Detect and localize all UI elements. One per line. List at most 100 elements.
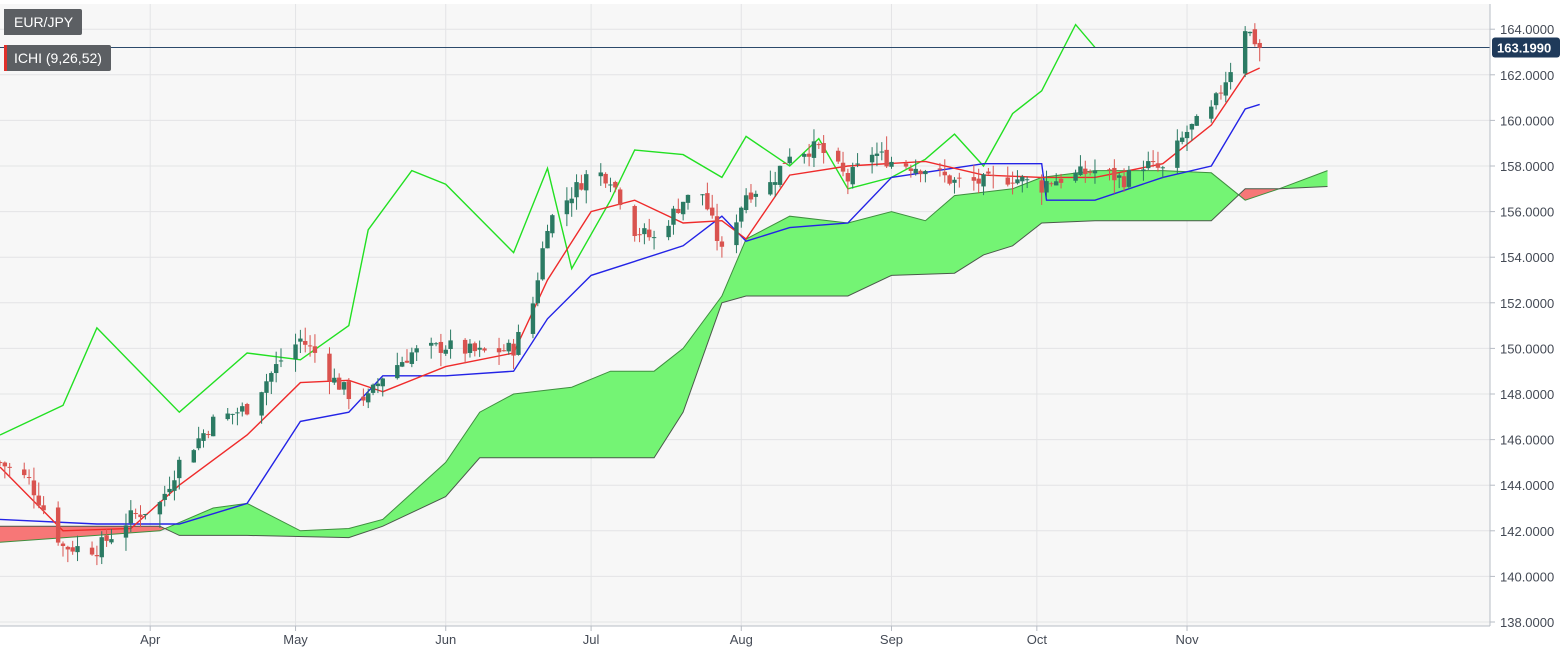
y-tick-label: 154.0000 — [1500, 250, 1554, 265]
candle-bearish — [908, 168, 914, 171]
candle-bullish — [123, 525, 129, 538]
last-price-tag-box — [1492, 37, 1560, 58]
candle-bearish — [22, 469, 27, 476]
candle-bearish — [336, 377, 342, 390]
y-axis: 138.0000 140.0000 142.0000 144.0000 146.0000… — [0, 4, 1554, 630]
candle-bullish — [608, 184, 613, 186]
candle-bearish — [1083, 168, 1088, 175]
candle-bearish — [748, 192, 754, 200]
candle-bearish — [7, 466, 12, 468]
candle-bullish — [429, 342, 434, 346]
candle-bullish — [564, 200, 570, 215]
candle-bearish — [806, 153, 812, 157]
candle-bearish — [361, 396, 366, 401]
candle-bullish — [506, 342, 511, 352]
candle-bearish — [511, 343, 516, 356]
candle-bearish — [1039, 180, 1044, 193]
candle-bearish — [133, 513, 138, 515]
candle-bearish — [2, 462, 8, 467]
x-tick-label: Jun — [435, 632, 456, 647]
x-tick-label: Apr — [140, 632, 161, 647]
candle-bearish — [1257, 42, 1262, 48]
y-tick-label: 142.0000 — [1500, 524, 1554, 539]
candle-bullish — [1209, 106, 1214, 119]
candle-bullish — [952, 179, 957, 183]
ichimoku-cloud — [0, 170, 1328, 543]
tenkan-sen-line — [0, 67, 1260, 532]
candle-bearish — [244, 403, 250, 415]
candle-bullish — [1175, 140, 1180, 168]
legend-pair[interactable]: EUR/JPY — [4, 9, 83, 35]
y-tick-label: 164.0000 — [1500, 22, 1554, 37]
candle-bearish — [1112, 167, 1117, 181]
candle-bullish — [584, 174, 589, 191]
candle-bullish — [1228, 72, 1233, 83]
candle-bullish — [293, 344, 298, 360]
candle-bullish — [332, 377, 337, 383]
candle-bearish — [482, 348, 487, 351]
candle-bullish — [109, 539, 114, 543]
candle-bearish — [719, 241, 725, 247]
candle-bearish — [462, 339, 468, 354]
candle-bearish — [327, 353, 332, 381]
candle-bullish — [1247, 31, 1253, 34]
candle-bearish — [1005, 177, 1010, 185]
candle-bearish — [1252, 29, 1258, 45]
y-tick-label: 144.0000 — [1500, 478, 1554, 493]
candle-bearish — [710, 207, 715, 216]
candle-bullish — [889, 161, 894, 167]
candle-bearish — [937, 168, 943, 170]
candle-bullish — [477, 347, 482, 350]
candle-bearish — [613, 181, 618, 188]
candle-bullish — [671, 208, 676, 225]
candle-bullish — [230, 413, 235, 415]
candle-bullish — [1189, 123, 1195, 130]
candle-bullish — [210, 416, 216, 437]
candle-bullish — [395, 365, 400, 379]
y-tick-label: 162.0000 — [1500, 68, 1554, 83]
y-tick-label: 138.0000 — [1500, 615, 1554, 630]
candle-bullish — [787, 156, 792, 164]
candle-bullish — [157, 502, 163, 515]
candle-bearish — [404, 360, 410, 363]
y-tick-label: 160.0000 — [1500, 113, 1554, 128]
candle-bearish — [472, 343, 478, 352]
candle-bearish — [637, 234, 642, 236]
x-tick-label: Nov — [1175, 632, 1199, 647]
candle-bearish — [0, 462, 3, 464]
candle-bearish — [957, 177, 962, 179]
x-tick-label: Jul — [583, 632, 600, 647]
y-tick-label: 148.0000 — [1500, 387, 1554, 402]
candle-bullish — [680, 201, 686, 215]
candle-bullish — [768, 182, 773, 195]
candle-bullish — [298, 338, 303, 342]
candle-bullish — [235, 412, 240, 414]
legend-indicator[interactable]: ICHI (9,26,52) — [4, 45, 111, 71]
legend-indicator-label: ICHI (9,26,52) — [14, 50, 102, 66]
candle-bearish — [947, 175, 952, 184]
candle-bullish — [545, 230, 550, 249]
candle-bullish — [467, 343, 473, 353]
candle-bearish — [705, 193, 710, 210]
candle-bearish — [1049, 183, 1054, 185]
candle-bullish — [802, 153, 807, 157]
candle-bullish — [913, 168, 918, 174]
candle-bullish — [370, 384, 376, 393]
candle-bullish — [1179, 137, 1185, 142]
candle-bullish — [172, 480, 177, 491]
candle-bearish — [55, 507, 61, 543]
candle-bullish — [535, 280, 540, 304]
candle-bearish — [840, 162, 846, 172]
candle-bearish — [70, 547, 75, 552]
candle-bullish — [1242, 31, 1248, 74]
candle-bullish — [240, 406, 245, 412]
candle-bullish — [409, 352, 415, 364]
candle-bullish — [850, 167, 855, 185]
candle-bullish — [99, 537, 104, 558]
candle-bearish — [971, 177, 977, 181]
candle-bullish — [651, 237, 657, 239]
candle-bullish — [874, 153, 880, 156]
candle-bearish — [26, 477, 32, 479]
candle-bearish — [346, 381, 352, 400]
